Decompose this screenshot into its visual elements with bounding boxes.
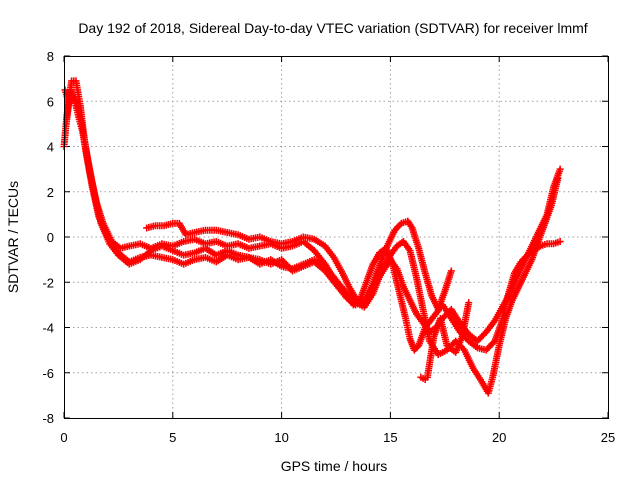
x-tick-label: 0: [60, 430, 67, 445]
y-tick-label: -4: [42, 321, 54, 336]
series-track-d: [143, 217, 455, 313]
axis-ticks: 0 5 10 15 20 25 -8 -6 -4 -2 0 2 4 6 8: [42, 49, 615, 445]
grid-lines: [64, 56, 608, 418]
x-tick-label: 20: [492, 430, 506, 445]
y-tick-label: 4: [47, 140, 54, 155]
y-tick-label: 0: [47, 230, 54, 245]
series-track-c: [62, 86, 564, 345]
plot-frame: [64, 56, 609, 419]
x-tick-label: 25: [601, 430, 615, 445]
y-tick-label: -6: [42, 366, 54, 381]
data-point: [447, 267, 455, 275]
y-tick-label: 6: [47, 94, 54, 109]
chart-title: Day 192 of 2018, Sidereal Day-to-day VTE…: [78, 20, 587, 36]
x-tick-label: 15: [383, 430, 397, 445]
x-tick-label: 5: [169, 430, 176, 445]
x-tick-label: 10: [274, 430, 288, 445]
data-point: [556, 165, 564, 173]
y-tick-label: -2: [42, 275, 54, 290]
data-point: [465, 299, 473, 307]
y-axis-label: SDTVAR / TECUs: [5, 181, 21, 293]
data-point: [556, 238, 564, 246]
data-points: [60, 77, 564, 397]
y-tick-label: -8: [42, 411, 54, 426]
y-tick-label: 2: [47, 185, 54, 200]
data-point: [489, 339, 497, 347]
x-axis-label: GPS time / hours: [281, 458, 388, 474]
data-point: [413, 343, 421, 351]
series-track-e: [417, 299, 473, 384]
series-track-a: [60, 77, 564, 354]
y-tick-label: 8: [47, 49, 54, 64]
